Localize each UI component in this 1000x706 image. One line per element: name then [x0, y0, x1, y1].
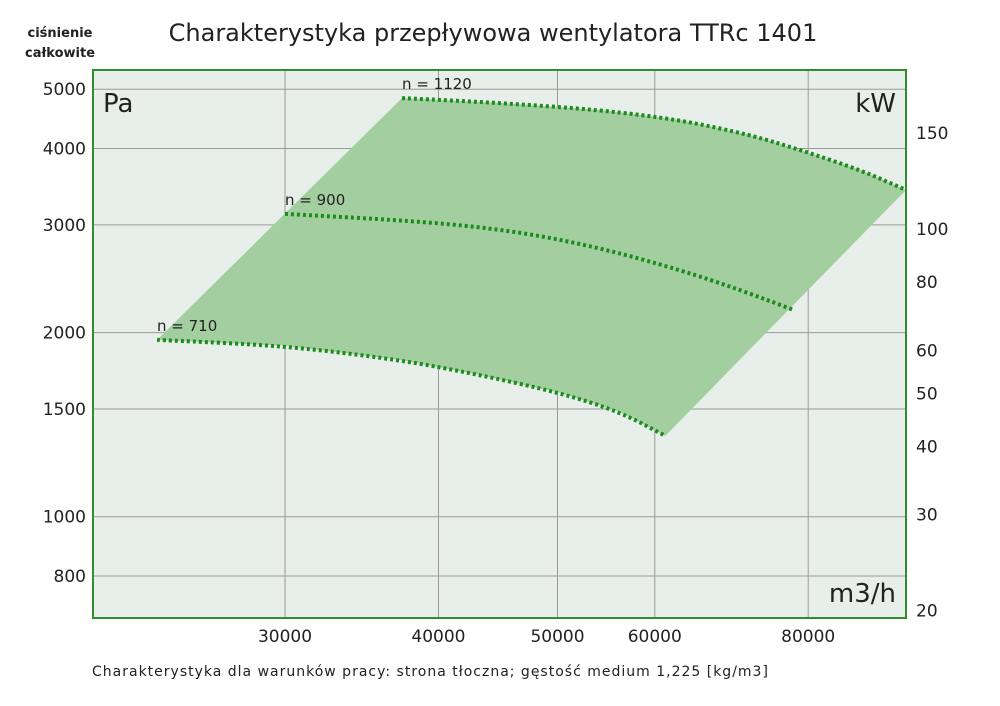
y-tick-label: 1500 [43, 400, 86, 420]
y2-tick-label: 100 [916, 220, 948, 240]
y-tick-label: 4000 [43, 139, 86, 159]
x-tick-label: 60000 [628, 627, 682, 647]
x-tick-label: 30000 [258, 627, 312, 647]
y-tick-label: 2000 [43, 324, 86, 344]
y2-tick-label: 150 [916, 124, 948, 144]
y-axis-label-line2: całkowite [25, 46, 95, 61]
y2-tick-label: 80 [916, 273, 938, 293]
speed-curve [284, 211, 795, 312]
x-unit-label: m3/h [829, 579, 896, 609]
y-tick-label: 3000 [43, 216, 86, 236]
y-unit-label: Pa [103, 89, 133, 119]
footnote: Charakterystyka dla warunków pracy: stro… [92, 664, 769, 680]
y2-tick-label: 20 [916, 602, 938, 622]
x-tick-label: 80000 [781, 627, 835, 647]
speed-curve-label: n = 900 [285, 191, 345, 209]
speed-curve-label: n = 710 [157, 317, 217, 335]
y2-tick-label: 50 [916, 384, 938, 404]
x-tick-label: 50000 [530, 627, 584, 647]
axis-ticks: 30000 40000 50000 60000 80000 800 1000 1500 2000… [43, 80, 949, 647]
plot-border [92, 69, 907, 619]
y2-tick-label: 30 [916, 505, 938, 525]
y-tick-label: 5000 [43, 80, 86, 100]
chart-title: Charakterystyka przepływowa wentylatora … [169, 19, 818, 47]
y2-tick-label: 40 [916, 437, 938, 457]
y-tick-label: 800 [54, 567, 86, 587]
y2-tick-label: 60 [916, 341, 938, 361]
speed-curve [401, 96, 907, 192]
speed-curves: n = 710 n = 900 n = 1120 [156, 75, 907, 438]
y-tick-label: 1000 [43, 508, 86, 528]
y2-unit-label: kW [855, 89, 896, 119]
speed-curve [156, 337, 667, 438]
x-tick-label: 40000 [411, 627, 465, 647]
y-axis-label-line1: ciśnienie [28, 26, 93, 41]
speed-curve-label: n = 1120 [402, 75, 472, 93]
